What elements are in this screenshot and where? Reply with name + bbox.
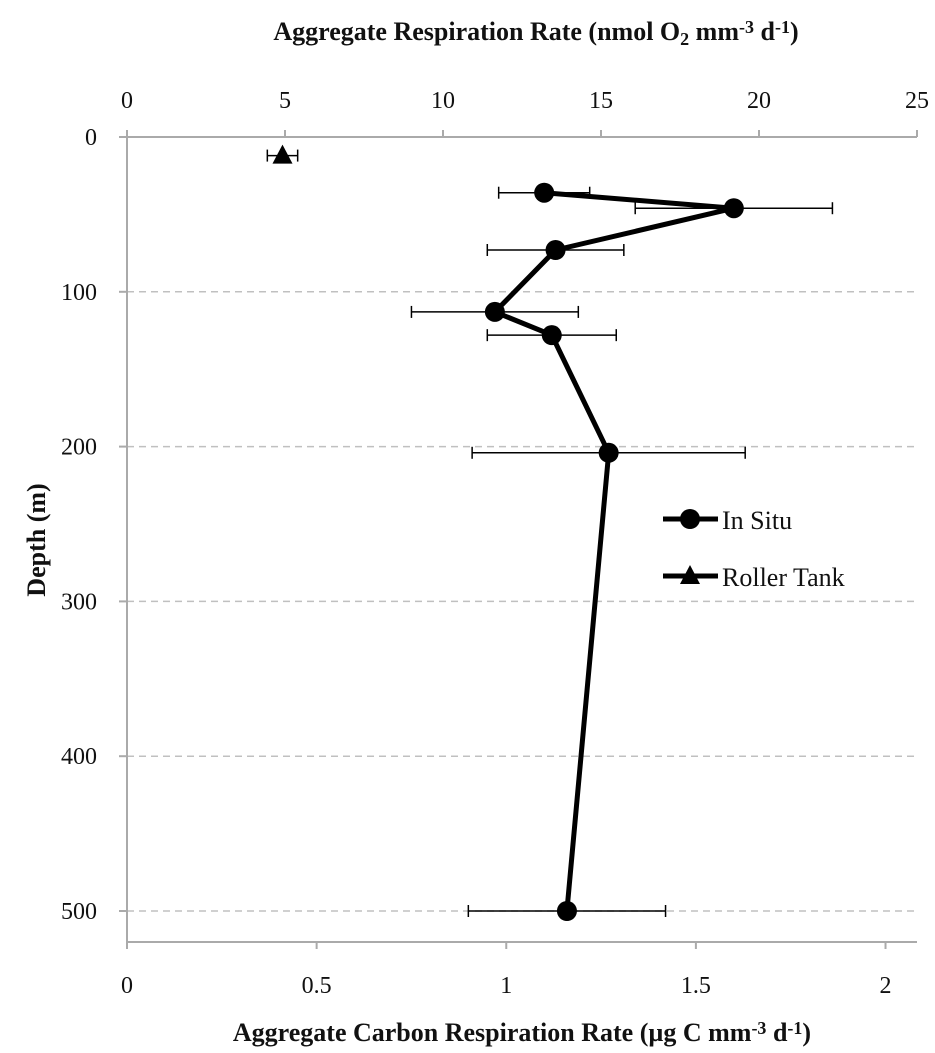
point-in-situ-0 xyxy=(534,182,555,203)
title-text-part: d xyxy=(754,17,776,46)
title-text-part: ) xyxy=(802,1018,811,1047)
y-tick-label-100: 100 xyxy=(61,280,97,306)
y-tick-label-0: 0 xyxy=(85,125,97,151)
series xyxy=(272,144,744,921)
superscript-minus1: -1 xyxy=(787,1018,802,1038)
title-text-part: Aggregate Carbon Respiration Rate (µg C … xyxy=(233,1018,752,1047)
point-in-situ-6 xyxy=(556,901,577,921)
superscript-minus1: -1 xyxy=(775,17,790,37)
legend-marker-roller-tank xyxy=(680,565,700,584)
bottom-tick-label-2: 2 xyxy=(880,973,892,999)
y-tick-label-500: 500 xyxy=(61,899,97,925)
legend-marker-in-situ xyxy=(680,509,700,529)
legend-label-in-situ: In Situ xyxy=(722,506,792,535)
point-roller-tank-0 xyxy=(272,144,293,164)
bottom-axis-title: Aggregate Carbon Respiration Rate (µg C … xyxy=(233,1018,811,1047)
top-axis-title: Aggregate Respiration Rate (nmol O2 mm-3… xyxy=(273,17,798,49)
title-text-part: Aggregate Respiration Rate (nmol O xyxy=(273,17,680,46)
point-in-situ-5 xyxy=(598,442,619,463)
superscript-minus3: -3 xyxy=(751,1018,766,1038)
title-text-part: ) xyxy=(790,17,799,46)
top-tick-label-15: 15 xyxy=(589,88,613,114)
y-tick-label-300: 300 xyxy=(61,589,97,615)
gridlines xyxy=(127,291,917,912)
bottom-tick-label-0: 0 xyxy=(121,973,133,999)
series-line-in-situ xyxy=(492,190,737,912)
bottom-tick-label-0.5: 0.5 xyxy=(302,973,332,999)
legend-item-in-situ: In Situ xyxy=(663,506,792,535)
y-axis-title: Depth (m) xyxy=(22,483,51,596)
y-tick-label-400: 400 xyxy=(61,744,97,770)
top-tick-label-0: 0 xyxy=(121,88,133,114)
top-tick-label-5: 5 xyxy=(279,88,291,114)
legend-item-roller-tank: Roller Tank xyxy=(663,563,845,592)
point-in-situ-3 xyxy=(484,301,505,322)
legend-label-roller-tank: Roller Tank xyxy=(722,563,845,592)
point-in-situ-4 xyxy=(541,325,562,346)
bottom-tick-label-1: 1 xyxy=(500,973,512,999)
subscript-2: 2 xyxy=(680,29,689,49)
axes xyxy=(126,136,917,943)
title-text-part: mm xyxy=(689,17,739,46)
superscript-minus3: -3 xyxy=(739,17,754,37)
point-in-situ-2 xyxy=(545,240,566,261)
legend: In Situ Roller Tank xyxy=(663,506,845,592)
top-tick-label-10: 10 xyxy=(431,88,455,114)
title-text-part: d xyxy=(766,1018,788,1047)
top-tick-label-20: 20 xyxy=(747,88,771,114)
point-in-situ-1 xyxy=(723,198,744,219)
bottom-tick-label-1.5: 1.5 xyxy=(681,973,711,999)
y-tick-label-200: 200 xyxy=(61,435,97,461)
ticks: 0 100 200 300 400 500 0 5 10 15 20 25 0 0.5 1 1.5 2 xyxy=(61,88,929,999)
top-tick-label-25: 25 xyxy=(905,88,929,114)
